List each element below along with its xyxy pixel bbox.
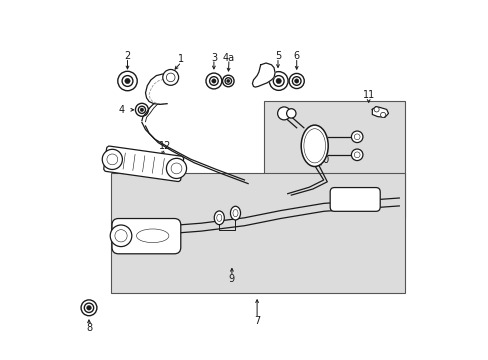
Circle shape <box>351 131 362 143</box>
Ellipse shape <box>214 211 224 225</box>
Circle shape <box>86 305 91 310</box>
Circle shape <box>122 76 133 86</box>
Text: 1: 1 <box>178 54 184 64</box>
Text: 3: 3 <box>210 53 217 63</box>
Ellipse shape <box>230 206 240 220</box>
Circle shape <box>373 107 378 112</box>
Bar <box>111 173 404 293</box>
Circle shape <box>102 149 122 170</box>
Text: 4a: 4a <box>223 53 235 63</box>
Text: 4: 4 <box>119 105 125 115</box>
Circle shape <box>166 158 186 179</box>
Circle shape <box>163 69 178 85</box>
Circle shape <box>226 80 229 83</box>
Circle shape <box>138 106 145 113</box>
Circle shape <box>135 103 148 116</box>
Circle shape <box>222 75 234 87</box>
Text: 10: 10 <box>317 155 329 165</box>
Circle shape <box>81 300 97 316</box>
Circle shape <box>292 77 301 85</box>
Circle shape <box>211 79 216 83</box>
Circle shape <box>294 79 298 83</box>
Text: 12: 12 <box>159 141 171 151</box>
Circle shape <box>354 152 359 158</box>
Circle shape <box>351 149 362 161</box>
Circle shape <box>354 134 359 140</box>
Circle shape <box>118 71 137 91</box>
Circle shape <box>140 108 143 112</box>
Text: 9: 9 <box>228 274 234 284</box>
Circle shape <box>224 78 231 84</box>
Circle shape <box>277 107 290 120</box>
Circle shape <box>273 76 284 86</box>
Circle shape <box>288 73 304 89</box>
Circle shape <box>205 73 222 89</box>
FancyBboxPatch shape <box>112 219 181 254</box>
Text: 6: 6 <box>293 51 299 61</box>
Text: 11: 11 <box>362 90 374 100</box>
Circle shape <box>286 109 295 118</box>
Circle shape <box>269 72 287 90</box>
FancyBboxPatch shape <box>103 146 183 181</box>
Polygon shape <box>371 107 387 117</box>
Polygon shape <box>252 63 275 87</box>
Ellipse shape <box>301 125 327 166</box>
Bar <box>264 101 404 218</box>
Text: 2: 2 <box>124 51 130 61</box>
Text: 5: 5 <box>274 51 281 61</box>
Circle shape <box>275 78 281 84</box>
Circle shape <box>124 78 130 84</box>
Circle shape <box>110 225 132 247</box>
Circle shape <box>209 77 218 85</box>
Circle shape <box>84 303 94 312</box>
Text: 7: 7 <box>253 316 260 326</box>
FancyBboxPatch shape <box>329 188 380 211</box>
Circle shape <box>380 112 385 117</box>
Text: 8: 8 <box>86 323 92 333</box>
